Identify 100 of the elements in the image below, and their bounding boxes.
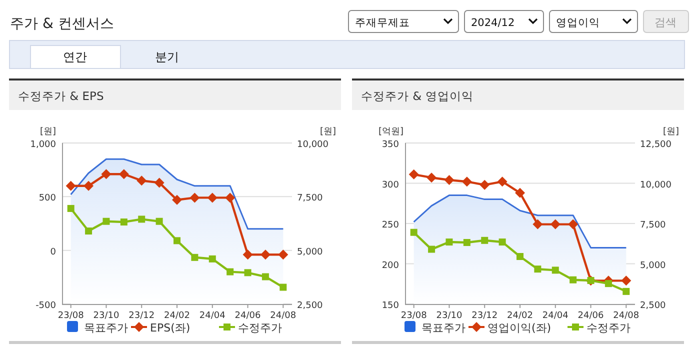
y-axis-title: [억원] [378,127,404,137]
point [278,250,288,260]
chart-title: 수정주가 & 영업이익 [361,89,474,103]
point [67,204,74,212]
point [532,219,543,230]
point [462,176,472,187]
y-tick-label: 150 [382,301,400,311]
x-tick-label: 24/06 [234,311,262,321]
x-tick-label: 23/08 [58,311,84,321]
legend-label: 수정주가 [238,322,282,334]
point [118,169,129,180]
y2-tick-label: 12,500 [640,140,672,150]
text: 영업이익 [556,17,600,29]
point [154,178,164,188]
y2-axis-title: [원] [320,127,336,137]
point [191,254,198,261]
y-tick-label: 1,000 [30,140,56,150]
x-tick-label: 23/10 [93,311,120,321]
x-tick-label: 24/06 [578,311,604,321]
legend-label: 영업이익(좌) [488,322,552,334]
chart-title: 수정주가 & EPS [18,89,104,103]
point [102,218,110,225]
point [280,284,287,291]
point [480,180,490,190]
y2-tick-label: 5,000 [297,247,324,258]
point [444,175,454,186]
point [242,250,253,260]
point [225,192,236,203]
x-tick-label: 23/12 [472,311,498,321]
y-axis-title: [원] [40,127,56,137]
point [446,238,453,246]
point [604,280,612,288]
point [172,194,182,205]
legend-label: EPS(좌) [150,322,190,334]
text: 2024/12 [471,17,515,29]
point [190,192,200,203]
point [497,176,508,187]
point [208,255,216,262]
point [262,273,269,280]
y-tick-label: 0 [50,247,56,258]
point [410,228,418,236]
point [481,236,488,244]
point [101,169,112,180]
text: 주가 & 컨센서스 [10,16,114,32]
point [136,176,147,186]
text: 연간 [63,50,87,64]
text: 검색 [654,16,676,29]
point [428,246,436,253]
point [84,180,94,191]
point [226,268,234,276]
point [515,188,525,198]
y2-tick-label: 10,000 [640,180,672,190]
legend-label: 목표주가 [422,322,466,334]
point [516,253,524,260]
point [498,238,506,246]
y2-tick-label: 7,500 [297,194,324,204]
x-tick-label: 23/12 [128,311,155,321]
x-tick-label: 23/10 [436,311,462,321]
point [138,216,146,223]
text: 분기 [155,50,179,64]
point [570,276,577,284]
x-tick-label: 24/02 [507,311,533,321]
legend-label: 수정주가 [586,322,630,334]
y2-tick-label: 10,000 [297,140,329,150]
point [244,269,252,276]
y2-tick-label: 7,500 [640,220,666,230]
y-tick-label: -500 [36,301,56,311]
text: 주재무제표 [355,17,410,29]
point [120,218,128,226]
x-tick-label: 24/02 [164,311,190,321]
x-tick-label: 24/04 [199,311,226,321]
point [568,219,578,230]
y2-tick-label: 2,500 [640,301,666,311]
point [426,172,437,183]
y2-tick-label: 2,500 [297,301,324,311]
point [174,237,180,244]
point [550,219,560,230]
point [622,288,630,295]
y2-axis-title: [원] [662,127,679,137]
point [66,180,76,191]
y-tick-label: 350 [382,140,400,150]
point [552,266,559,274]
y-tick-label: 200 [382,260,400,271]
x-tick-label: 24/04 [542,311,569,321]
point [534,266,542,273]
point [463,239,470,246]
x-tick-label: 24/08 [270,311,296,321]
y-tick-label: 250 [382,220,400,230]
x-tick-label: 23/08 [400,311,428,321]
point [260,250,270,260]
point [156,218,163,225]
y2-tick-label: 5,000 [640,260,666,271]
point [85,228,92,235]
y-tick-label: 500 [38,194,56,204]
x-tick-label: 24/08 [613,311,640,321]
legend-label: 목표주가 [84,322,128,334]
point [621,276,632,286]
point [408,169,419,180]
point [207,192,218,203]
y-tick-label: 300 [382,180,400,190]
